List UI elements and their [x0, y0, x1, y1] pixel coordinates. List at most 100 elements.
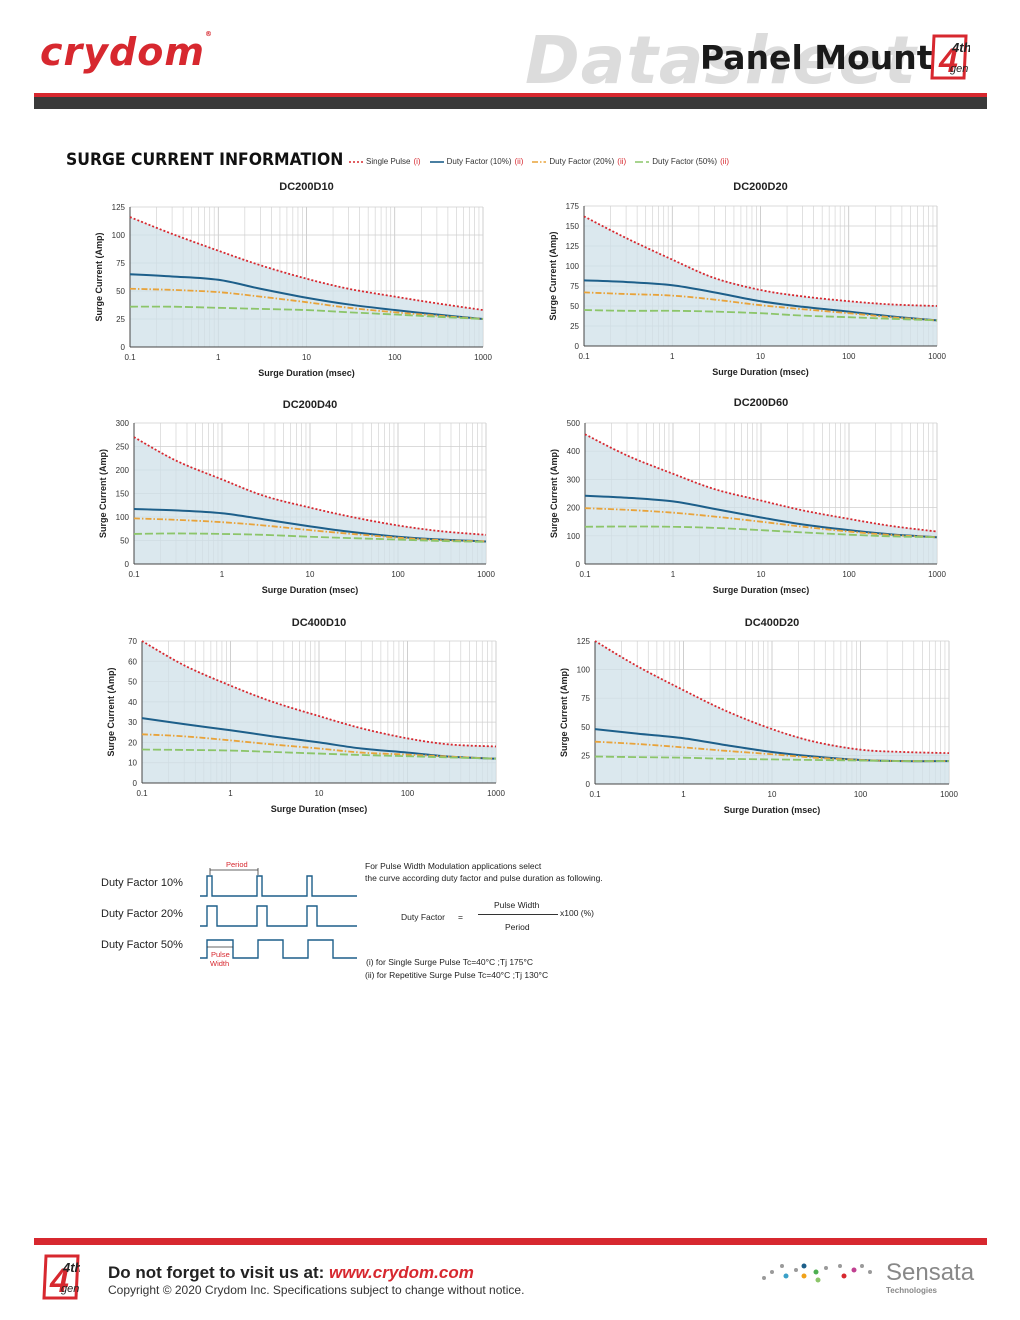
visit-text: Do not forget to visit us at: www.crydom… [108, 1263, 474, 1283]
y-tick-label: 200 [567, 504, 581, 513]
legend-label: Duty Factor (10%) [446, 157, 512, 166]
website-link[interactable]: www.crydom.com [329, 1263, 474, 1282]
x-tick-label: 0.1 [128, 570, 140, 579]
period-label: Period [226, 860, 248, 869]
chart-title: DC400D20 [745, 617, 799, 629]
series-line-duty-factor-20- [584, 507, 938, 539]
y-tick-label: 75 [116, 259, 125, 268]
series-line-single-pulse [584, 433, 938, 533]
duty-label-10: Duty Factor 10% [101, 877, 183, 889]
y-tick-label: 125 [112, 203, 126, 212]
brand-text: crydom [40, 30, 205, 74]
copyright-text: Copyright © 2020 Crydom Inc. Specificati… [108, 1283, 525, 1297]
y-tick-label: 150 [116, 490, 130, 499]
x-tick-label: 1000 [477, 570, 495, 579]
series-line-duty-factor-50- [594, 755, 950, 763]
x-tick-label: 0.1 [578, 352, 590, 361]
y-tick-label: 20 [128, 738, 137, 747]
x-tick-label: 100 [842, 352, 856, 361]
x-axis-label: Surge Duration (msec) [712, 367, 809, 377]
single-pulse-area [142, 641, 496, 783]
chart-title: DC200D10 [279, 181, 333, 193]
y-axis-label: Surge Current (Amp) [548, 231, 558, 320]
series-line-duty-factor-20- [594, 740, 950, 763]
y-tick-label: 0 [576, 560, 581, 569]
y-tick-label: 75 [570, 282, 579, 291]
y-tick-label: 125 [566, 242, 580, 251]
series-line-single-pulse [141, 640, 497, 748]
header-red-bar [34, 93, 987, 97]
formula-equals: = [458, 912, 463, 922]
series-line-single-pulse [594, 640, 950, 755]
x-axis-label: Surge Duration (msec) [262, 585, 359, 595]
chart-title: DC200D40 [283, 399, 337, 411]
series-line-duty-factor-50- [584, 525, 938, 539]
series-line-duty-factor-50- [133, 532, 487, 543]
x-tick-label: 1 [671, 570, 676, 579]
registered-mark: ® [204, 30, 213, 38]
y-tick-label: 60 [128, 657, 137, 666]
page-title: Panel Mount [700, 38, 933, 77]
y-tick-label: 100 [566, 262, 580, 271]
chart-DC200D20: DC200D20 0 25 50 75 100 125 150 175 0.1 1 10 100 1000… [548, 181, 946, 377]
x-tick-label: 1 [228, 789, 233, 798]
x-tick-label: 10 [757, 570, 766, 579]
y-tick-label: 25 [570, 322, 579, 331]
svg-text:4: 4 [938, 42, 958, 80]
pwm-note-line2: the curve according duty factor and puls… [365, 873, 603, 883]
sensata-logo-text: Sensata [886, 1259, 975, 1286]
series-line-duty-factor-50- [583, 309, 938, 322]
y-tick-label: 175 [566, 202, 580, 211]
chart-DC200D40: DC200D40 0 50 100 150 200 250 300 0.1 1 10 100 1000 S… [98, 399, 495, 595]
formula-lhs: Duty Factor [401, 912, 445, 922]
legend-swatch-icon [635, 160, 650, 163]
footer-4th-gen-badge-icon: 4 4th gen [42, 1254, 80, 1300]
y-tick-label: 125 [577, 637, 591, 646]
legend-note: (i) [413, 157, 421, 166]
y-axis-label: Surge Current (Amp) [94, 232, 104, 321]
fraction-line [478, 914, 558, 915]
y-tick-label: 150 [566, 222, 580, 231]
duty-waveforms: Period Pulse Width [200, 860, 357, 968]
y-tick-label: 70 [128, 637, 137, 646]
y-axis-label: Surge Current (Amp) [549, 449, 559, 538]
x-tick-label: 10 [306, 570, 315, 579]
y-tick-label: 300 [567, 475, 581, 484]
y-tick-label: 0 [575, 342, 580, 351]
y-tick-label: 50 [581, 723, 590, 732]
series-line-duty-factor-10- [583, 279, 938, 322]
y-axis-label: Surge Current (Amp) [559, 668, 569, 757]
legend-label: Duty Factor (20%) [549, 157, 615, 166]
x-tick-label: 0.1 [589, 790, 601, 799]
y-tick-label: 100 [112, 231, 126, 240]
y-tick-label: 0 [133, 779, 138, 788]
y-tick-label: 50 [128, 678, 137, 687]
x-tick-label: 100 [391, 570, 405, 579]
legend-label: Single Pulse [366, 157, 411, 166]
y-tick-label: 30 [128, 718, 137, 727]
legend-item: Duty Factor (10%) (ii) [429, 157, 523, 166]
svg-text:4: 4 [49, 1262, 69, 1300]
series-line-duty-factor-20- [129, 287, 484, 320]
series-line-duty-factor-50- [141, 748, 497, 760]
y-tick-label: 250 [116, 443, 130, 452]
formula-numerator: Pulse Width [494, 900, 540, 910]
waveform-20 [200, 905, 357, 927]
x-tick-label: 0.1 [124, 353, 136, 362]
series-line-duty-factor-50- [129, 305, 484, 320]
x-tick-label: 0.1 [579, 570, 591, 579]
sensata-sub-text: Technologies [886, 1286, 937, 1295]
y-tick-label: 40 [128, 698, 137, 707]
duty-label-50: Duty Factor 50% [101, 939, 183, 951]
chart-title: DC400D10 [292, 617, 346, 629]
y-axis-label: Surge Current (Amp) [106, 667, 116, 756]
series-line-duty-factor-20- [583, 291, 938, 322]
formula-denominator: Period [505, 922, 530, 932]
badge-sub-text: gen [950, 63, 968, 75]
footnote-repetitive: (ii) for Repetitive Surge Pulse Tc=40°C … [365, 970, 549, 980]
y-tick-label: 75 [581, 694, 590, 703]
x-axis-label: Surge Duration (msec) [724, 805, 821, 815]
footer-badge-top: 4th [62, 1260, 80, 1275]
chart-title: DC200D20 [733, 181, 787, 193]
